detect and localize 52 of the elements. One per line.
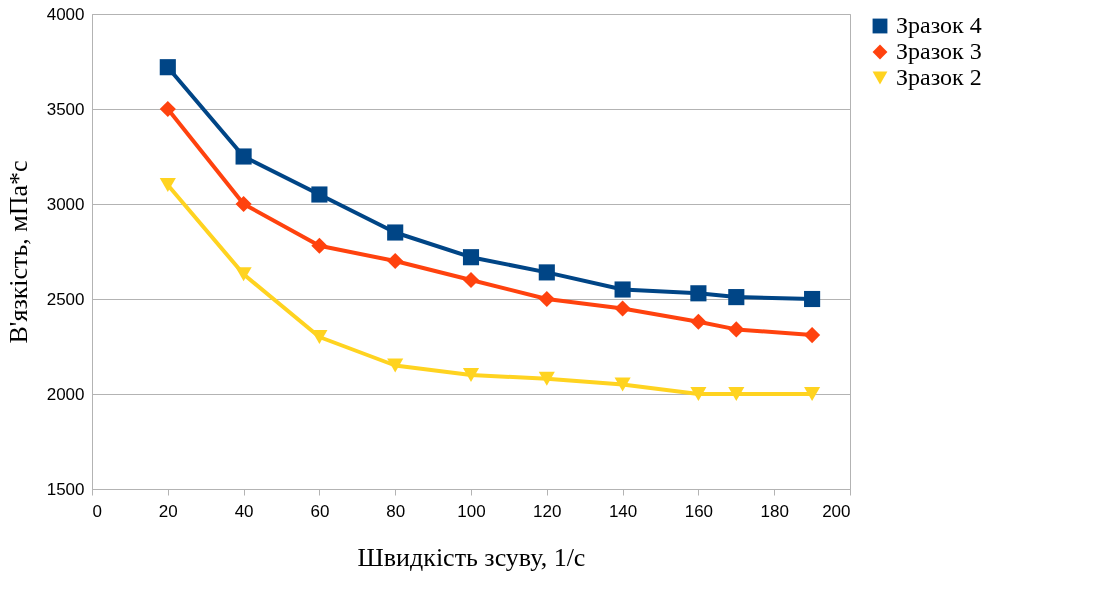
point [311,330,328,344]
point [311,237,328,254]
point [690,387,707,401]
point [159,178,176,192]
point [614,377,631,392]
point [690,285,707,302]
point [387,252,404,270]
x-tick-label: 40 [234,501,254,521]
legend-label: Зразок 2 [896,64,982,90]
point [159,59,176,76]
point [235,267,252,282]
x-tick-label: 120 [533,501,562,521]
x-tick-label: 20 [158,501,178,521]
point [728,387,745,401]
x-tick-label: 140 [608,501,638,521]
point [614,281,631,298]
x-axis-title: Швидкість зсуву, 1/с [357,542,586,572]
point [462,249,480,266]
point [387,224,404,241]
point [159,100,176,118]
point [311,186,328,203]
point [538,264,555,281]
point [728,321,745,338]
point [614,300,631,317]
y-tick-label: 1500 [46,479,85,499]
point [804,290,821,308]
point [387,358,404,373]
x-tick-label: 160 [684,501,714,521]
point [462,271,480,289]
x-tick-label: 180 [760,501,789,521]
legend-label: Зразок 4 [896,12,982,38]
x-tick-label: 80 [386,501,406,521]
point [235,195,252,213]
legend-label: Зразок 3 [896,38,982,64]
x-tick-label: 100 [457,501,486,521]
y-tick-label: 2500 [46,289,85,309]
point [804,327,821,344]
point [538,371,555,386]
point [804,387,821,401]
point [538,290,555,308]
y-tick-label: 2000 [46,384,85,404]
point [728,289,745,306]
y-axis-title: В'язкість, мПа*с [3,160,33,344]
point [462,368,480,382]
y-tick-label: 3000 [46,194,85,214]
point [235,148,252,165]
y-tick-label: 3500 [46,99,85,119]
x-tick-label: 60 [310,501,330,521]
x-tick-label: 0 [92,501,102,521]
x-tick-label: 200 [822,501,851,521]
y-tick-label: 4000 [46,4,85,24]
point [690,313,707,330]
